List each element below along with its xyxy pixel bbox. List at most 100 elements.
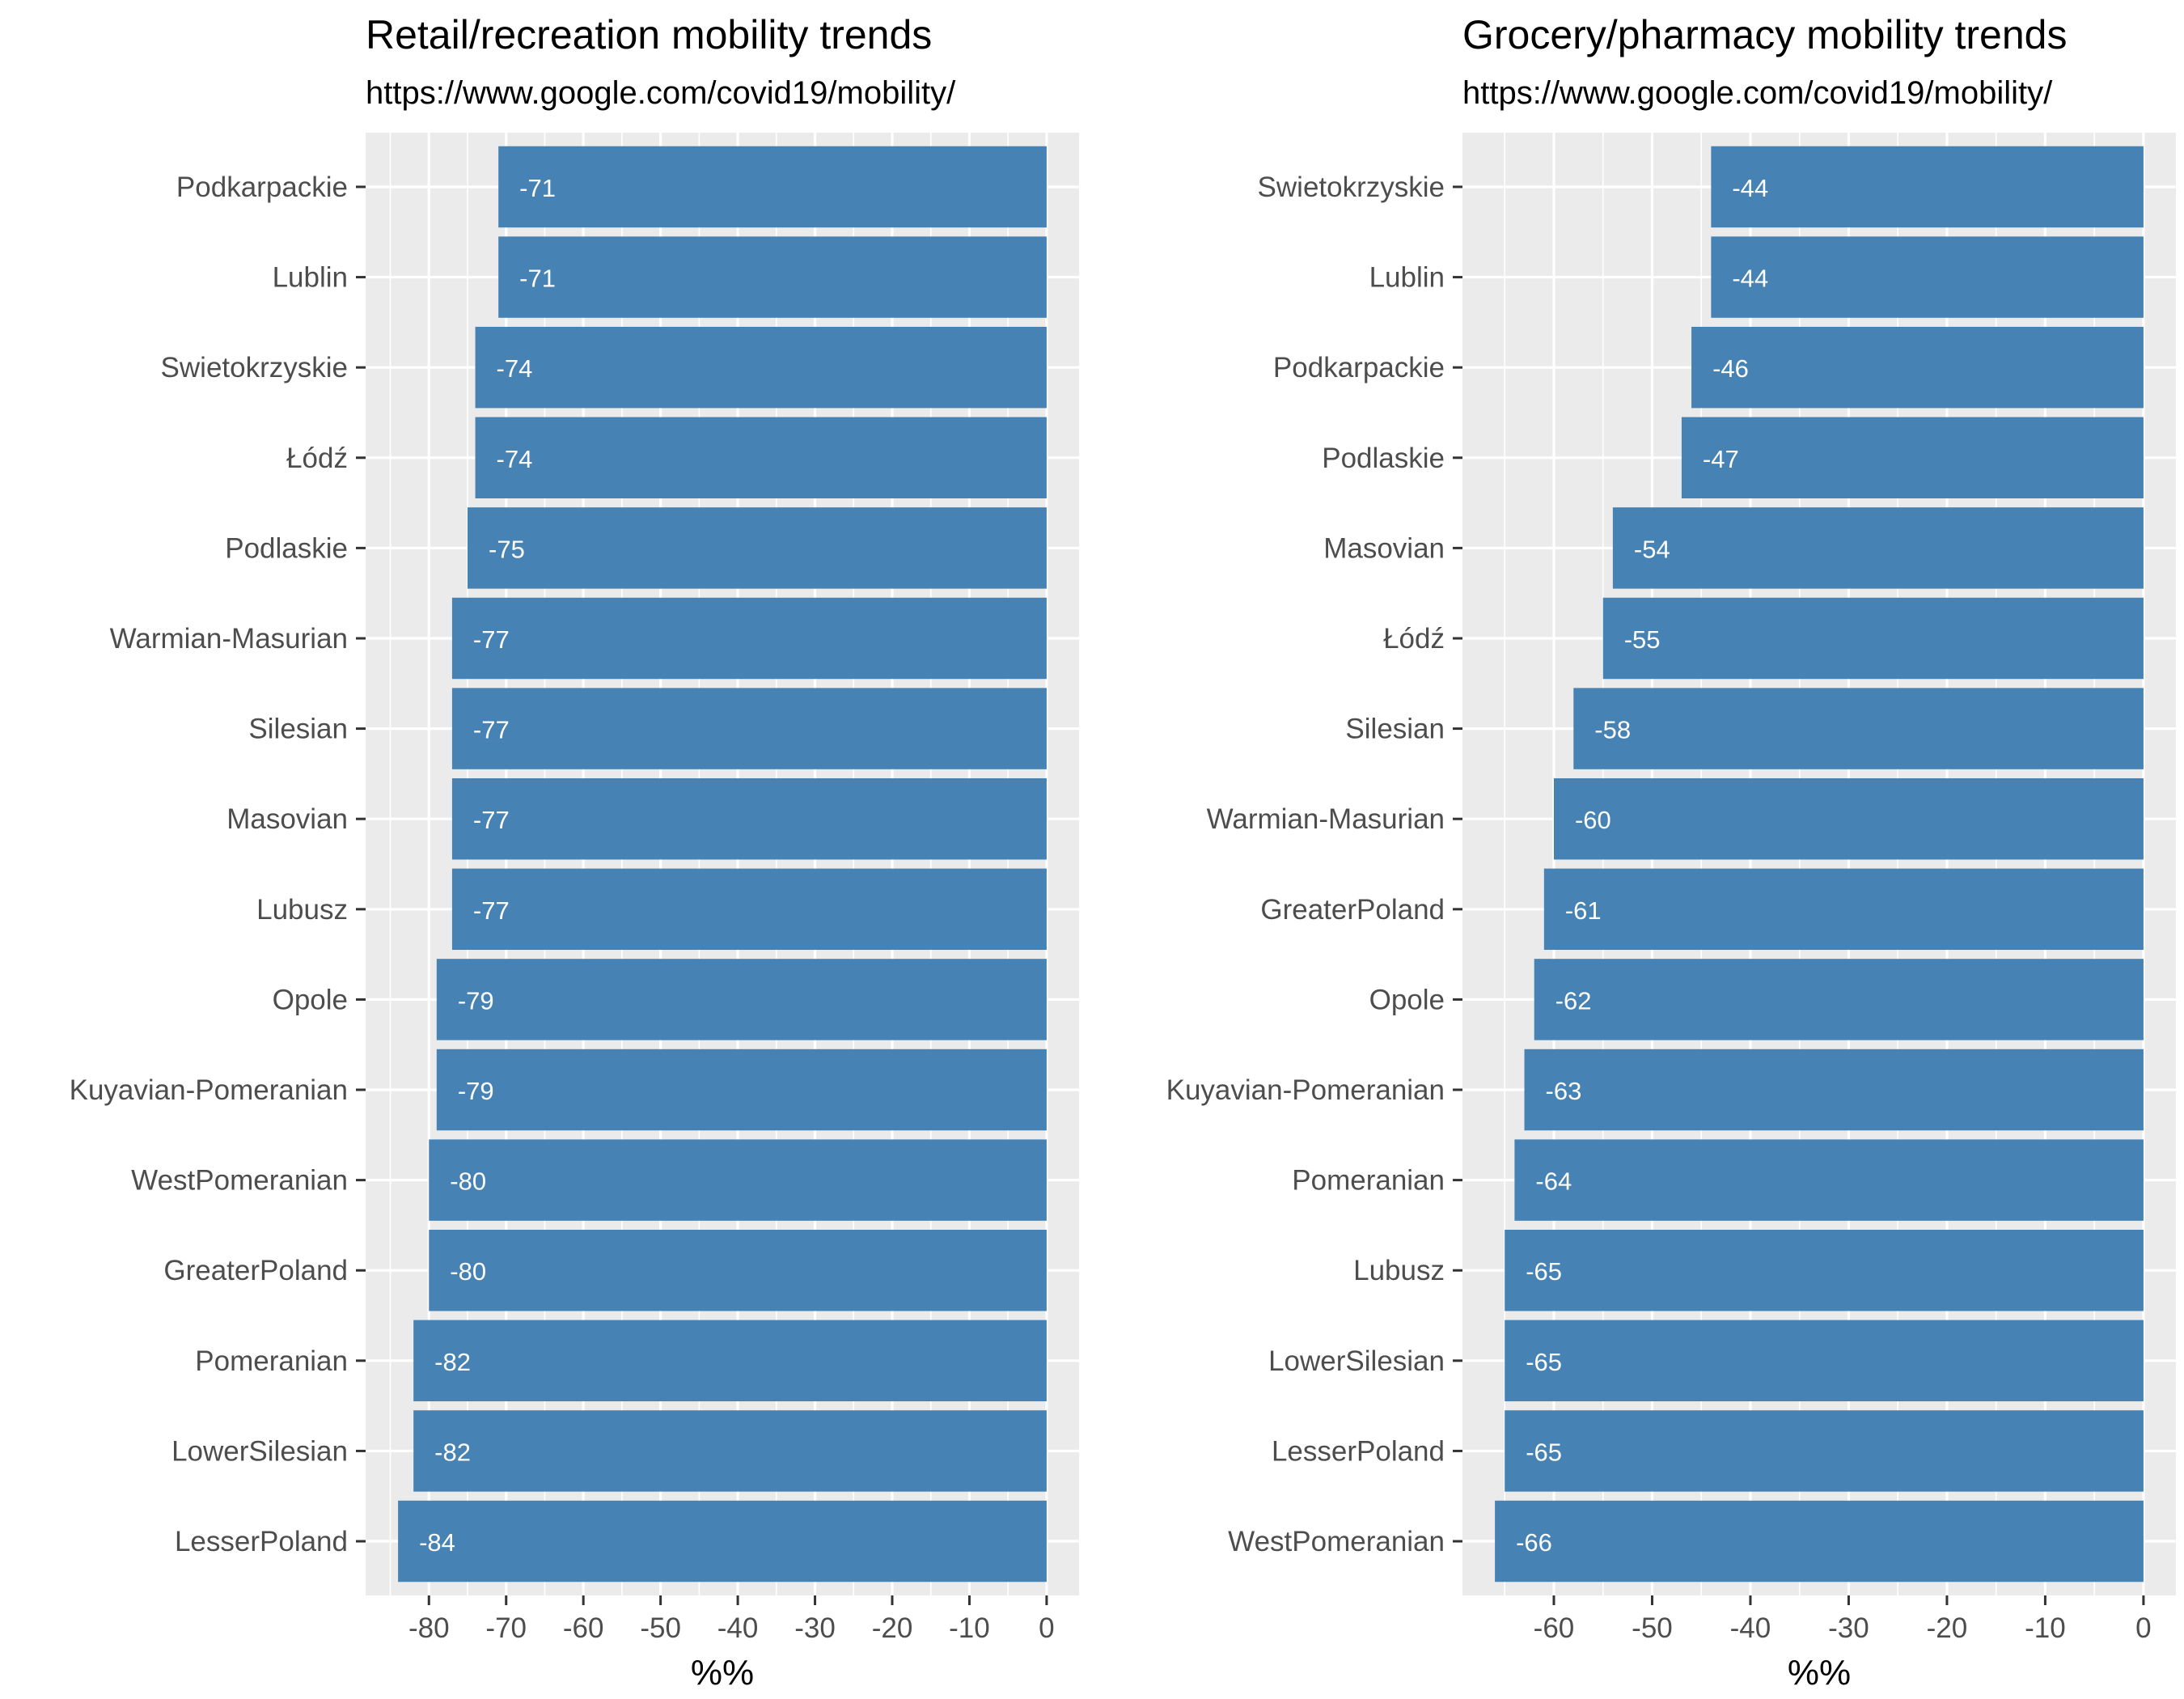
bar-value-label: -74 [497, 445, 533, 473]
bar [413, 1320, 1047, 1402]
category-label: LesserPoland [1272, 1435, 1445, 1467]
bar [451, 688, 1047, 769]
x-tick-label: -30 [794, 1612, 836, 1644]
category-label: Warmian-Masurian [1207, 803, 1445, 835]
bar [1553, 777, 2144, 860]
bar [1524, 1049, 2144, 1131]
bar [1573, 688, 2144, 769]
x-tick-label: -20 [1927, 1612, 1968, 1644]
x-tick-label: 0 [2135, 1612, 2151, 1644]
bar-value-label: -74 [497, 354, 533, 383]
bar-value-label: -71 [519, 265, 556, 293]
chart-subtitle: https://www.google.com/covid19/mobility/ [366, 75, 956, 111]
category-label: Podkarpackie [176, 172, 348, 203]
bar-value-label: -77 [473, 625, 510, 654]
bar [1602, 597, 2144, 680]
chart-subtitle: https://www.google.com/covid19/mobility/ [1462, 75, 2053, 111]
bar-value-label: -65 [1526, 1438, 1562, 1466]
bar [429, 1230, 1047, 1311]
bar-value-label: -55 [1624, 625, 1661, 654]
bar [1505, 1320, 2144, 1402]
category-label: Podlaskie [225, 532, 348, 564]
bar-value-label: -62 [1555, 986, 1592, 1015]
x-tick-label: -20 [872, 1612, 913, 1644]
category-label: Swietokrzyskie [1258, 172, 1445, 203]
bar [498, 236, 1047, 318]
category-label: Kuyavian-Pomeranian [70, 1074, 348, 1106]
category-label: Masovian [226, 803, 348, 835]
x-tick-label: -60 [1534, 1612, 1575, 1644]
category-label: LowerSilesian [1268, 1345, 1445, 1377]
bar-value-label: -71 [519, 174, 556, 202]
bar-value-label: -46 [1712, 354, 1749, 383]
bar-value-label: -65 [1526, 1257, 1562, 1286]
bar-value-label: -64 [1535, 1167, 1572, 1196]
category-label: WestPomeranian [1228, 1526, 1445, 1557]
category-label: Silesian [248, 714, 348, 745]
bar-value-label: -47 [1703, 445, 1739, 473]
x-tick-label: -40 [1730, 1612, 1771, 1644]
chart-title: Retail/recreation mobility trends [366, 12, 932, 57]
category-label: Lublin [273, 262, 348, 294]
bar [498, 146, 1047, 228]
bar [413, 1410, 1047, 1492]
category-label: Podkarpackie [1273, 352, 1445, 383]
bar-value-label: -61 [1565, 896, 1602, 925]
x-tick-label: -80 [408, 1612, 450, 1644]
category-label: Warmian-Masurian [110, 623, 348, 655]
category-label: WestPomeranian [131, 1165, 348, 1197]
chart-panel-1: Retail/recreation mobility trends https:/… [70, 12, 1079, 1693]
x-tick-label: -30 [1828, 1612, 1869, 1644]
bar [1543, 868, 2144, 951]
bar-value-label: -44 [1732, 174, 1768, 202]
bar-value-label: -79 [458, 986, 494, 1015]
bar [1711, 146, 2144, 228]
x-axis-label: %% [691, 1653, 754, 1693]
category-label: LesserPoland [175, 1526, 348, 1557]
bar [475, 326, 1047, 409]
chart-title: Grocery/pharmacy mobility trends [1462, 12, 2067, 57]
category-label: Opole [273, 984, 348, 1015]
bar-value-label: -65 [1526, 1348, 1562, 1376]
bar-value-label: -80 [450, 1167, 486, 1196]
bar [1691, 326, 2144, 409]
category-label: LowerSilesian [171, 1435, 348, 1467]
x-tick-label: -50 [640, 1612, 681, 1644]
category-label: Lubusz [1353, 1255, 1445, 1286]
bar [1681, 417, 2144, 498]
bar-value-label: -44 [1732, 265, 1768, 293]
bar [451, 868, 1047, 951]
bar-value-label: -77 [473, 716, 510, 744]
x-axis-label: %% [1788, 1653, 1851, 1693]
category-label: Pomeranian [195, 1345, 348, 1377]
bar-value-label: -82 [434, 1348, 471, 1376]
category-label: Pomeranian [1292, 1165, 1445, 1197]
category-label: Kuyavian-Pomeranian [1166, 1074, 1445, 1106]
bar-value-label: -82 [434, 1438, 471, 1466]
bar [436, 1049, 1047, 1131]
x-tick-label: -10 [949, 1612, 990, 1644]
bar [398, 1500, 1047, 1582]
bar-value-label: -75 [489, 535, 525, 563]
category-label: Silesian [1345, 714, 1445, 745]
bar-value-label: -77 [473, 806, 510, 834]
bar-value-label: -54 [1634, 535, 1670, 563]
bar [1514, 1139, 2144, 1221]
bar-value-label: -80 [450, 1257, 486, 1286]
bar [1505, 1410, 2144, 1492]
bar [1534, 959, 2144, 1040]
x-tick-label: -10 [2025, 1612, 2066, 1644]
bar-value-label: -58 [1594, 716, 1631, 744]
x-tick-label: -50 [1632, 1612, 1673, 1644]
category-label: Swietokrzyskie [161, 352, 348, 383]
bar-value-label: -66 [1516, 1528, 1552, 1557]
category-label: Lubusz [256, 894, 348, 926]
category-label: Łódź [1383, 623, 1445, 655]
x-tick-label: -40 [717, 1612, 759, 1644]
category-label: GreaterPoland [163, 1255, 348, 1286]
bar [1612, 507, 2144, 589]
bar-value-label: -79 [458, 1077, 494, 1105]
category-label: Masovian [1323, 532, 1445, 564]
bar-value-label: -84 [419, 1528, 455, 1557]
